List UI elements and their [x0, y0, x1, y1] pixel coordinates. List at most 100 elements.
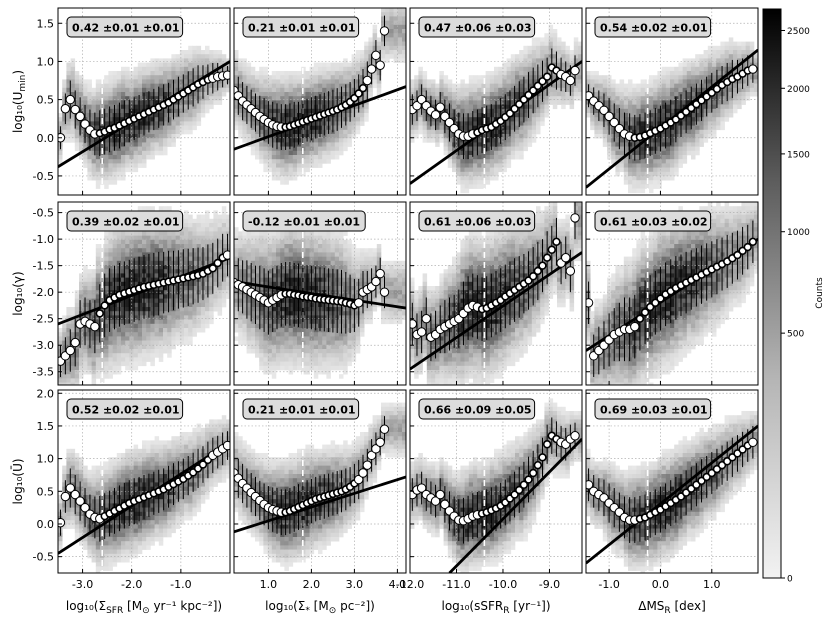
density-bin [250, 83, 256, 89]
density-bin [640, 108, 646, 114]
density-bin [242, 129, 247, 135]
density-bin [129, 302, 134, 308]
density-bin [234, 117, 239, 122]
density-bin [188, 92, 193, 97]
density-bin [163, 108, 168, 114]
density-bin [234, 125, 239, 131]
density-bin [728, 66, 734, 72]
density-bin [271, 108, 277, 114]
density-bin [443, 108, 449, 114]
y-tick-label: 0.5 [37, 94, 55, 107]
density-bin [435, 117, 440, 122]
density-bin [188, 265, 193, 270]
density-bin [163, 248, 168, 253]
density-bin [670, 142, 675, 147]
density-bin [615, 155, 620, 160]
density-bin [58, 382, 63, 385]
density-bin [473, 125, 478, 131]
density-bin [292, 146, 298, 152]
density-bin [578, 58, 582, 63]
density-bin [158, 248, 164, 253]
density-bin [108, 370, 113, 375]
density-bin [192, 256, 197, 262]
density-bin [452, 92, 457, 97]
density-bin [590, 104, 595, 110]
density-bin [116, 357, 122, 362]
density-bin [284, 75, 289, 80]
density-bin [330, 83, 336, 89]
density-bin [263, 155, 268, 160]
density-bin [657, 167, 662, 173]
density-bin [146, 71, 151, 76]
density-bin [150, 239, 155, 245]
density-bin [70, 319, 76, 325]
density-bin [205, 62, 210, 68]
density-bin [703, 75, 709, 80]
density-bin [557, 50, 562, 55]
density-bin [623, 96, 629, 101]
median-point [748, 64, 758, 74]
density-bin [334, 155, 340, 160]
density-bin [653, 184, 658, 189]
density-bin [133, 365, 139, 371]
density-bin [691, 121, 696, 126]
density-bin [213, 50, 218, 55]
density-bin [192, 223, 197, 228]
density-bin [515, 71, 520, 76]
density-bin [473, 184, 478, 189]
density-bin [502, 79, 507, 84]
density-bin [74, 302, 80, 308]
density-bin [125, 87, 130, 93]
density-bin [70, 79, 76, 84]
density-bin [695, 83, 700, 89]
density-bin [146, 155, 151, 160]
density-bin [515, 96, 520, 101]
density-bin [720, 113, 725, 118]
density-bin [58, 328, 63, 333]
density-bin [91, 138, 97, 143]
density-bin [712, 108, 717, 114]
density-bin [66, 382, 71, 385]
density-bin [523, 79, 528, 84]
density-bin [686, 100, 692, 105]
density-bin [171, 344, 176, 350]
density-bin [112, 252, 118, 257]
density-bin [485, 100, 491, 105]
density-bin [104, 252, 109, 257]
density-bin [209, 58, 214, 63]
density-bin [565, 58, 570, 63]
density-bin [670, 87, 675, 93]
density-bin [452, 167, 457, 173]
density-bin [171, 323, 176, 329]
density-bin [754, 62, 758, 68]
density-bin [276, 87, 281, 93]
density-bin [565, 45, 570, 51]
density-bin [707, 62, 713, 68]
density-bin [632, 171, 637, 177]
density-bin [326, 159, 331, 164]
density-bin [506, 62, 512, 68]
density-bin [720, 87, 725, 93]
density-bin [623, 125, 629, 131]
density-bin [192, 54, 197, 59]
density-bin [460, 125, 465, 131]
density-bin [473, 163, 478, 168]
density-bin [158, 134, 164, 139]
density-bin [720, 108, 725, 114]
density-bin [188, 96, 193, 101]
density-bin [188, 252, 193, 257]
density-bin [154, 260, 160, 266]
density-bin [284, 71, 289, 76]
density-bin [142, 79, 147, 84]
density-bin [91, 365, 97, 371]
density-bin [477, 155, 482, 160]
density-bin [422, 113, 428, 118]
density-bin [271, 87, 277, 93]
density-bin [167, 125, 172, 131]
density-bin [297, 134, 302, 139]
density-bin [439, 96, 444, 101]
density-bin [523, 62, 528, 68]
density-bin [79, 328, 84, 333]
density-bin [137, 125, 143, 131]
density-bin [163, 134, 168, 139]
